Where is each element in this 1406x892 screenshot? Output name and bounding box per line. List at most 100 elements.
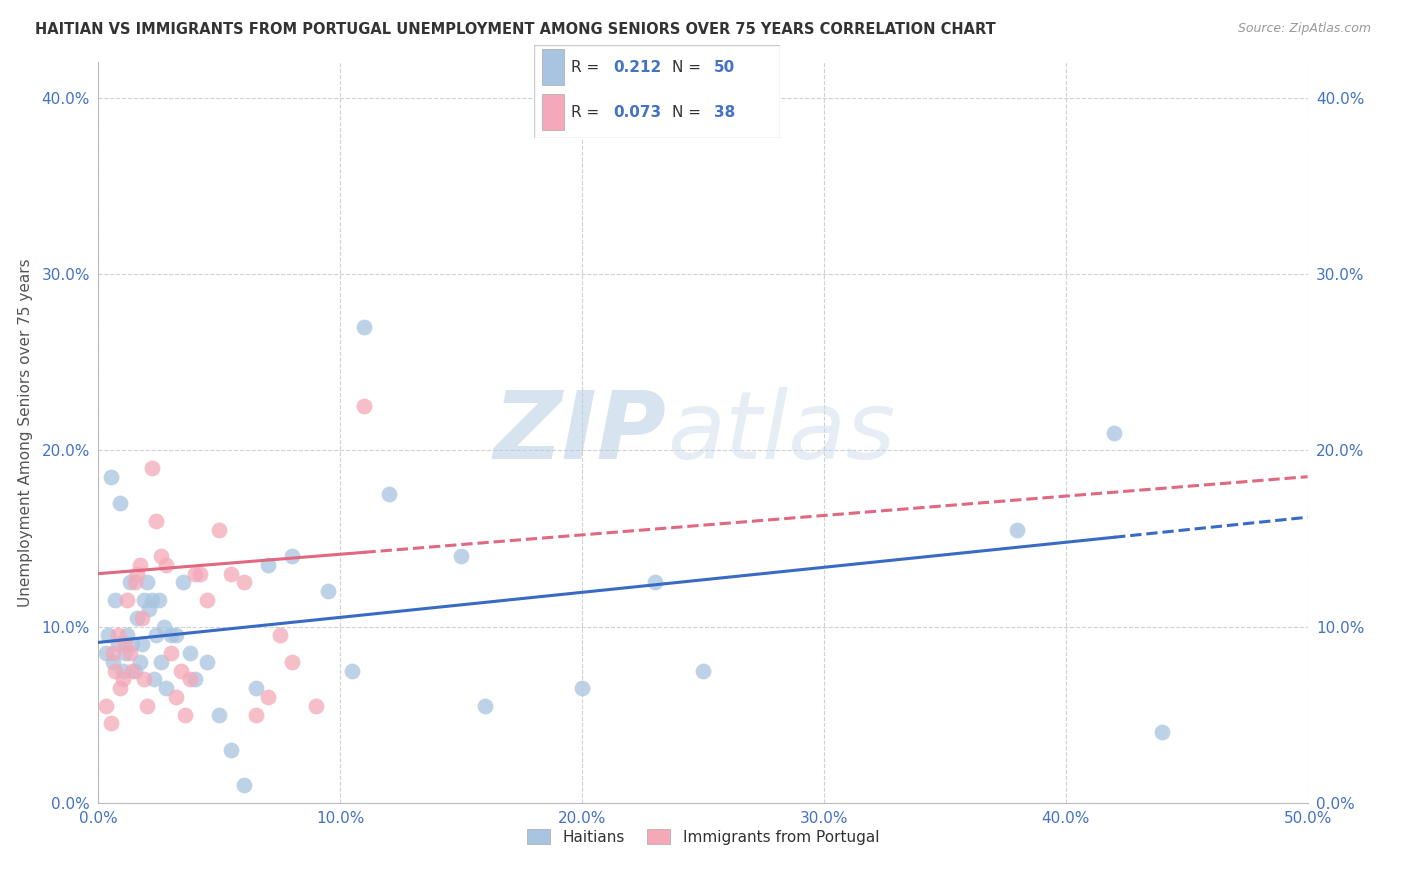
Point — [160, 628, 183, 642]
Point — [1102, 425, 1125, 440]
Point — [195, 655, 218, 669]
Point — [316, 584, 339, 599]
Point — [100, 469, 122, 483]
Point — [353, 319, 375, 334]
Point — [131, 637, 153, 651]
Point — [165, 690, 187, 704]
Point — [104, 593, 127, 607]
Point — [245, 707, 267, 722]
Text: Source: ZipAtlas.com: Source: ZipAtlas.com — [1237, 22, 1371, 36]
Point — [131, 610, 153, 624]
Point — [377, 487, 399, 501]
Point — [174, 707, 197, 722]
Point — [117, 593, 139, 607]
Point — [150, 549, 173, 563]
Text: R =: R = — [571, 60, 605, 75]
Bar — [541, 95, 564, 130]
Point — [138, 602, 160, 616]
Point — [152, 619, 174, 633]
Point — [134, 673, 156, 687]
Point — [127, 566, 149, 581]
Point — [155, 681, 177, 696]
Point — [232, 575, 254, 590]
Point — [450, 549, 472, 563]
Point — [169, 664, 191, 678]
Point — [184, 566, 207, 581]
Point — [107, 637, 129, 651]
Text: 0.073: 0.073 — [613, 105, 661, 120]
Point — [108, 681, 131, 696]
Text: ZIP: ZIP — [494, 386, 666, 479]
Text: 0.212: 0.212 — [613, 60, 661, 75]
Point — [474, 698, 496, 713]
Point — [143, 673, 166, 687]
Point — [100, 716, 122, 731]
Point — [128, 655, 150, 669]
Point — [184, 673, 207, 687]
Point — [179, 673, 201, 687]
Point — [118, 575, 141, 590]
Point — [118, 646, 141, 660]
Text: atlas: atlas — [666, 387, 896, 478]
Point — [305, 698, 328, 713]
Point — [221, 743, 243, 757]
Point — [108, 496, 131, 510]
Point — [117, 628, 139, 642]
Point — [179, 646, 201, 660]
Point — [124, 575, 146, 590]
Point — [141, 593, 163, 607]
Point — [281, 549, 304, 563]
Point — [221, 566, 243, 581]
Point — [124, 664, 146, 678]
Text: N =: N = — [672, 60, 706, 75]
Point — [114, 646, 136, 660]
Text: R =: R = — [571, 105, 605, 120]
Point — [101, 655, 124, 669]
Point — [232, 778, 254, 792]
Point — [256, 558, 278, 572]
Point — [111, 673, 134, 687]
Point — [135, 698, 157, 713]
Point — [114, 637, 136, 651]
Point — [104, 664, 127, 678]
Point — [145, 514, 167, 528]
Point — [94, 698, 117, 713]
Point — [121, 637, 143, 651]
Point — [141, 461, 163, 475]
Point — [111, 664, 134, 678]
Point — [101, 646, 124, 660]
Point — [188, 566, 211, 581]
Point — [1152, 725, 1174, 739]
Point — [571, 681, 593, 696]
Point — [342, 664, 364, 678]
Point — [692, 664, 714, 678]
Point — [353, 399, 375, 413]
Point — [127, 610, 149, 624]
Point — [107, 628, 129, 642]
Point — [208, 707, 231, 722]
Text: N =: N = — [672, 105, 706, 120]
Point — [160, 646, 183, 660]
Text: 50: 50 — [714, 60, 735, 75]
Point — [208, 523, 231, 537]
Point — [1007, 523, 1029, 537]
Point — [150, 655, 173, 669]
Point — [121, 664, 143, 678]
Point — [256, 690, 278, 704]
Point — [269, 628, 291, 642]
Point — [135, 575, 157, 590]
Point — [195, 593, 218, 607]
Point — [281, 655, 304, 669]
Text: HAITIAN VS IMMIGRANTS FROM PORTUGAL UNEMPLOYMENT AMONG SENIORS OVER 75 YEARS COR: HAITIAN VS IMMIGRANTS FROM PORTUGAL UNEM… — [35, 22, 995, 37]
Point — [145, 628, 167, 642]
Point — [97, 628, 120, 642]
Point — [148, 593, 170, 607]
Legend: Haitians, Immigrants from Portugal: Haitians, Immigrants from Portugal — [520, 823, 886, 851]
Point — [165, 628, 187, 642]
Text: 38: 38 — [714, 105, 735, 120]
Point — [134, 593, 156, 607]
Point — [128, 558, 150, 572]
Point — [94, 646, 117, 660]
Y-axis label: Unemployment Among Seniors over 75 years: Unemployment Among Seniors over 75 years — [18, 259, 34, 607]
Point — [172, 575, 194, 590]
